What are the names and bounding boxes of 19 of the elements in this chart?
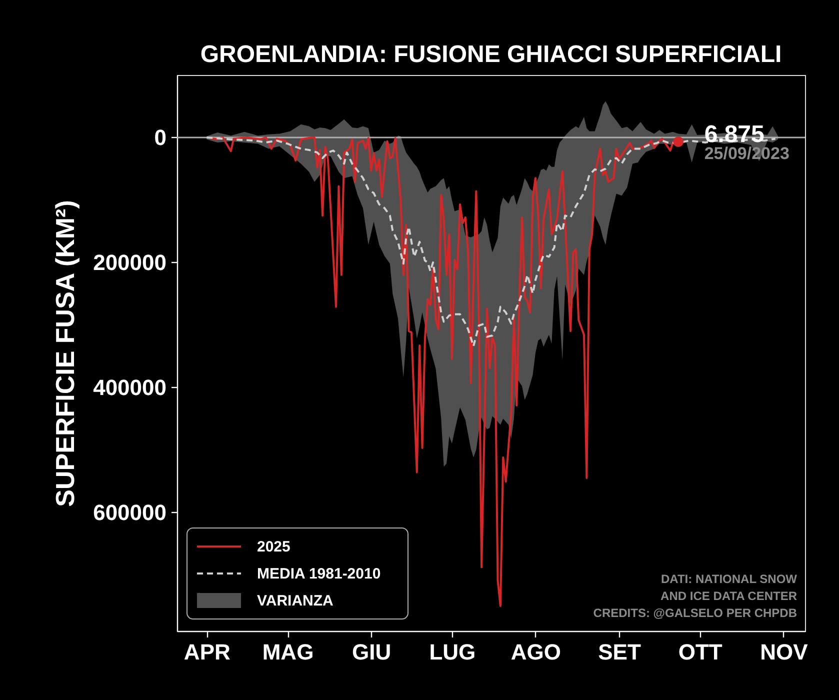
x-tick-label: AGO [510, 640, 562, 664]
y-tick-label: 0 [154, 124, 166, 150]
legend-label: MEDIA 1981-2010 [257, 566, 381, 582]
annotation: 6.875 [704, 120, 764, 148]
x-tick-label: SET [598, 640, 642, 664]
y-axis-title: SUPERFICIE FUSA (KM²) [50, 200, 80, 507]
x-tick-label: MAG [262, 640, 314, 664]
y-tick-label: 400000 [93, 374, 166, 400]
x-tick-label: APR [184, 640, 230, 664]
legend-label: VARIANZA [257, 592, 334, 610]
annotation: DATI: NATIONAL SNOW AND ICE DATA CENTER CREDITS: @GALSELO PER CHPDB [593, 572, 798, 620]
x-tick-label: LUG [429, 640, 476, 664]
legend-label: 2025 [257, 538, 290, 556]
y-tick-label: 600000 [93, 500, 166, 525]
x-tick-label: OTT [678, 640, 723, 664]
x-tick-label: NOV [760, 640, 808, 664]
x-tick-label: GIU [352, 640, 392, 664]
y-tick-label: 200000 [93, 250, 166, 275]
chart-title: GROENLANDIA: FUSIONE GHIACCI SUPERFICIALI [200, 41, 782, 68]
